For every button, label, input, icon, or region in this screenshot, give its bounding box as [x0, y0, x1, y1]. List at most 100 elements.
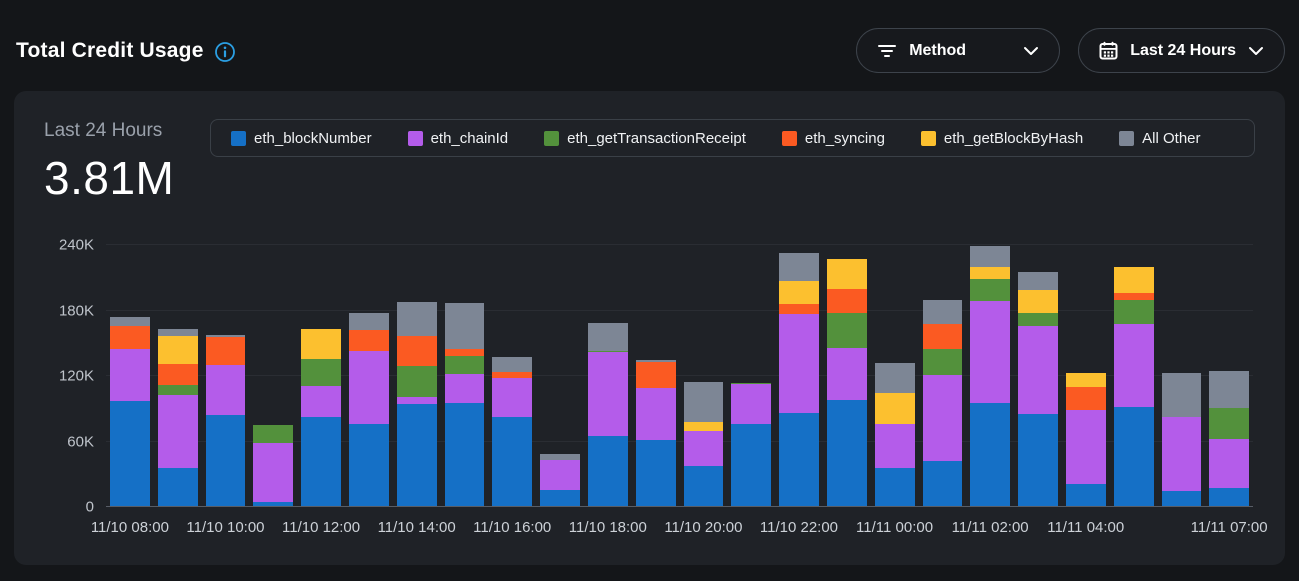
usage-chart: 0 60K 120K 180K 240K 11/10 08:00 11/10 10:00 1… [44, 237, 1268, 537]
bar-11-10-11-00[interactable] [253, 425, 294, 507]
legend-item-eth-getblockbyhash[interactable]: eth_getBlockByHash [920, 130, 1083, 147]
bar-11-10-13-00[interactable] [348, 312, 389, 507]
y-tick-label: 0 [85, 498, 94, 516]
usage-summary: Last 24 Hours 3.81M [44, 119, 196, 205]
bar-segment [779, 281, 819, 304]
x-axis-baseline [106, 506, 1253, 507]
bar-segment [587, 322, 628, 351]
bar-11-10-19-00[interactable] [635, 359, 676, 507]
bar-11-11-02-00[interactable] [970, 246, 1011, 507]
bar-segment [779, 303, 819, 314]
legend-item-eth-blocknumber[interactable]: eth_blockNumber [231, 130, 372, 147]
bar-segment [1209, 407, 1250, 440]
bar-11-11-03-00[interactable] [1018, 272, 1058, 507]
bar-segment [874, 393, 915, 425]
bar-11-11-05-00[interactable] [1113, 266, 1154, 507]
bar-segment [922, 299, 963, 324]
gridline [106, 309, 1253, 311]
legend-item-eth-syncing[interactable]: eth_syncing [781, 129, 885, 147]
legend-item-all-other[interactable]: All Other [1119, 130, 1201, 147]
bar-segment [683, 421, 724, 431]
bar-11-11-06-00[interactable] [1161, 372, 1202, 507]
bar-11-10-08-00[interactable] [110, 317, 150, 507]
bar-segment [492, 371, 533, 379]
bar-11-11-01-00[interactable] [922, 299, 963, 507]
bar-segment [444, 348, 485, 357]
calendar-icon [1099, 41, 1118, 60]
gridline [106, 244, 1253, 245]
legend-label: eth_syncing [804, 129, 885, 147]
bar-11-10-20-00[interactable] [683, 381, 724, 507]
x-tick-label: 11/10 20:00 [664, 519, 743, 536]
bar-segment [587, 350, 628, 352]
bar-segment [731, 424, 772, 507]
filter-bar: Method Last 24 Hours [856, 28, 1285, 73]
bar-11-10-18-00[interactable] [587, 322, 628, 507]
bar-segment [826, 312, 867, 348]
bar-segment [1113, 293, 1154, 300]
bar-segment [970, 300, 1011, 404]
info-icon[interactable] [214, 41, 236, 63]
bar-segment [205, 415, 246, 507]
legend-item-eth-gettransactionreceipt[interactable]: eth_getTransactionReceipt [544, 130, 746, 147]
bar-segment [587, 436, 628, 507]
bar-11-10-17-00[interactable] [540, 453, 580, 507]
bar-segment [1113, 299, 1154, 324]
bar-segment [110, 325, 150, 349]
bar-11-10-14-00[interactable] [396, 301, 437, 507]
bar-segment [1209, 439, 1250, 489]
legend-swatch [407, 130, 423, 146]
bar-segment [874, 467, 915, 507]
bar-segment [444, 403, 485, 507]
x-tick-label: 11/11 02:00 [951, 519, 1029, 536]
x-tick-label: 11/10 16:00 [473, 519, 552, 536]
method-filter-dropdown[interactable]: Method [856, 28, 1061, 73]
time-range-dropdown[interactable]: Last 24 Hours [1078, 28, 1285, 73]
bar-segment [731, 382, 772, 384]
bar-segment [396, 396, 437, 405]
bar-11-10-10-00[interactable] [205, 334, 246, 507]
bar-11-10-16-00[interactable] [492, 357, 533, 507]
chart-x-axis: 11/10 08:00 11/10 10:00 11/10 12:00 11/10 1… [91, 507, 1268, 536]
bar-11-10-12-00[interactable] [301, 329, 341, 507]
bar-segment [301, 358, 341, 386]
bar-segment [683, 381, 724, 422]
bar-11-10-21-00[interactable] [731, 382, 772, 507]
bar-segment [157, 394, 198, 468]
bar-segment [157, 364, 198, 385]
gridline [106, 440, 1253, 442]
bar-segment [348, 330, 389, 351]
bar-11-11-07-00[interactable] [1209, 370, 1250, 507]
legend-item-eth-chainid[interactable]: eth_chainId [407, 129, 509, 147]
x-tick-label: 11/11 07:00 [1190, 519, 1268, 536]
bar-11-11-00-00[interactable] [874, 362, 915, 507]
bar-segment [779, 313, 819, 414]
bar-segment [444, 373, 485, 404]
bar-segment [348, 312, 389, 331]
bar-11-10-22-00[interactable] [779, 252, 819, 507]
page-title: Total Credit Usage [16, 38, 204, 62]
bar-segment [253, 425, 294, 443]
chevron-down-icon [1024, 46, 1039, 55]
bar-11-10-09-00[interactable] [157, 329, 198, 507]
bar-11-10-23-00[interactable] [826, 259, 867, 507]
bar-segment [1018, 325, 1058, 415]
legend-swatch [781, 130, 797, 146]
bar-segment [683, 430, 724, 466]
bar-segment [396, 335, 437, 367]
title-wrap: Total Credit Usage [16, 39, 236, 63]
legend-label: eth_chainId [430, 129, 509, 147]
bar-segment [1161, 490, 1202, 507]
bar-segment [253, 442, 294, 502]
bar-segment [970, 246, 1011, 267]
bar-segment [205, 336, 246, 366]
bar-segment [731, 383, 772, 425]
bar-segment [492, 417, 533, 507]
bar-segment [922, 461, 963, 507]
bar-segment [157, 329, 198, 336]
bar-segment [492, 357, 533, 372]
legend-swatch [231, 130, 246, 146]
bar-11-10-15-00[interactable] [444, 302, 485, 507]
bar-11-11-04-00[interactable] [1065, 372, 1106, 507]
bar-segment [970, 403, 1011, 507]
